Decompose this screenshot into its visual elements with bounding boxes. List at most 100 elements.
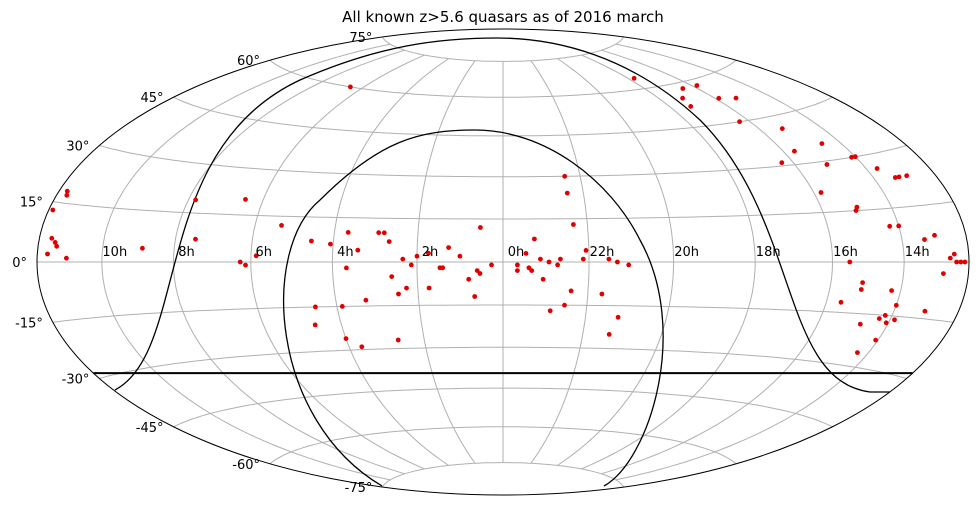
quasar-point: [515, 262, 520, 268]
quasar-point: [386, 239, 392, 245]
quasar-point: [312, 322, 318, 328]
quasar-points: [45, 75, 968, 355]
quasar-point: [466, 276, 472, 282]
quasar-point: [408, 262, 414, 268]
parallel-line: [173, 96, 833, 137]
quasar-point: [344, 265, 349, 271]
quasar-point: [852, 154, 858, 160]
quasar-point: [64, 192, 70, 198]
parallel-line: [381, 36, 625, 62]
ra-tick-label: 20h: [674, 245, 699, 260]
quasar-point: [389, 274, 395, 279]
quasar-point: [904, 173, 910, 179]
quasar-point: [243, 197, 248, 202]
quasar-point: [253, 253, 259, 259]
quasar-point: [64, 255, 69, 261]
quasar-point: [819, 141, 825, 147]
quasar-point: [562, 302, 567, 308]
parallel-line: [269, 426, 737, 465]
parallel-line: [52, 304, 954, 323]
quasar-point: [348, 84, 353, 90]
quasar-point: [404, 285, 409, 291]
chart-title: All known z>5.6 quasars as of 2016 march: [342, 8, 664, 26]
ra-tick-label: 22h: [590, 245, 615, 260]
quasar-point: [328, 241, 333, 247]
dec-tick-label: -15°: [15, 316, 43, 331]
quasar-point: [568, 288, 574, 294]
dec-tick-label: 45°: [140, 91, 163, 106]
quasar-point: [237, 259, 243, 265]
quasar-point: [564, 190, 570, 196]
dec-tick-label: 30°: [66, 140, 89, 155]
quasar-point: [523, 251, 529, 256]
quasar-point: [892, 175, 898, 180]
quasar-point: [838, 299, 844, 305]
quasar-point: [680, 95, 685, 101]
dec-tick-label: -30°: [62, 373, 90, 388]
survey-footprint-curves: [93, 37, 913, 487]
quasar-point: [540, 276, 546, 282]
quasar-point: [457, 253, 463, 259]
quasar-point: [50, 207, 56, 213]
quasar-point: [54, 243, 60, 249]
quasar-point: [414, 253, 420, 259]
quasar-point: [874, 166, 880, 171]
quasar-point: [954, 259, 959, 265]
ra-tick-label: 6h: [256, 245, 273, 260]
quasar-point: [599, 291, 605, 297]
quasar-point: [529, 268, 535, 273]
quasar-point: [477, 271, 483, 276]
quasar-point: [558, 256, 563, 262]
quasar-point: [426, 285, 432, 291]
quasar-point: [893, 302, 899, 308]
quasar-point: [583, 248, 589, 253]
quasar-point: [489, 262, 494, 268]
quasar-point: [562, 173, 568, 179]
quasar-point: [472, 294, 478, 299]
quasar-point: [193, 197, 199, 203]
quasar-point: [45, 251, 50, 257]
quasar-point: [882, 313, 888, 318]
dec-tick-label: -45°: [136, 421, 164, 436]
quasar-point: [688, 104, 694, 109]
quasar-point: [849, 154, 854, 160]
quasar-point: [363, 297, 369, 303]
quasar-point: [313, 304, 318, 310]
quasar-point: [395, 337, 401, 343]
quasar-point: [64, 188, 70, 194]
quasar-point: [853, 208, 859, 214]
quasar-point: [381, 230, 387, 236]
dec-tick-label: -60°: [232, 458, 260, 473]
quasar-point: [626, 262, 632, 268]
quasar-point: [243, 262, 248, 268]
quasar-point: [555, 262, 560, 268]
quasar-point: [49, 235, 55, 241]
dec-tick-label: 15°: [20, 196, 43, 211]
quasar-point: [716, 95, 722, 101]
quasar-point: [279, 223, 284, 228]
quasar-point: [847, 259, 853, 265]
ra-tick-label: 16h: [833, 245, 858, 260]
quasar-point: [580, 256, 586, 262]
quasar-point: [606, 256, 612, 262]
quasar-point: [883, 320, 889, 326]
ra-tick-label: 4h: [337, 245, 354, 260]
quasar-point: [896, 223, 902, 229]
quasar-point: [779, 160, 785, 166]
quasar-point: [532, 236, 537, 242]
tick-labels: 22h 20h 18h 16h 14h 10h 8h 6h 4h 2h 0h 75° 60° 45° 30°…: [12, 31, 929, 496]
quasar-point: [947, 255, 953, 261]
quasar-point: [547, 308, 553, 314]
quasar-point: [376, 230, 382, 236]
dec-tick-label: 75°: [349, 31, 372, 46]
quasar-point: [631, 75, 637, 81]
quasar-point: [538, 256, 543, 262]
quasar-point: [478, 225, 483, 230]
quasar-point: [680, 86, 686, 91]
quasar-point: [887, 223, 893, 229]
quasar-point: [733, 95, 739, 101]
quasar-point: [951, 251, 957, 257]
quasar-point: [889, 288, 894, 293]
dec-tick-label: -75°: [345, 481, 373, 496]
parallel-line: [52, 201, 954, 220]
